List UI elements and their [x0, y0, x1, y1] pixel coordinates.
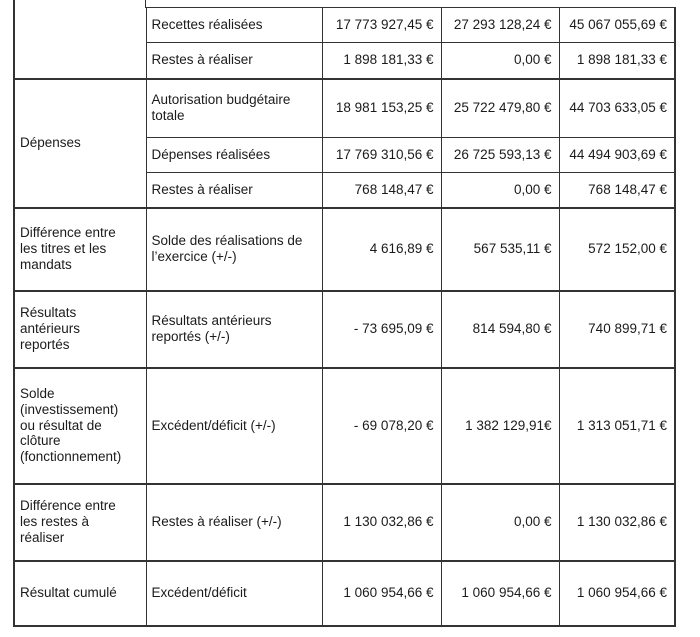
row-label: Excédent/déficit	[145, 559, 323, 627]
amount-cell: 27 293 128,24 €	[440, 7, 560, 43]
amount-cell: 45 067 055,69 €	[558, 7, 676, 43]
amount-cell: 1 898 181,33 €	[321, 42, 442, 79]
amount-cell: 25 722 479,80 €	[440, 77, 560, 138]
amount-cell: 1 382 129,91€	[440, 366, 560, 484]
amount-cell: 1 130 032,86 €	[321, 482, 442, 561]
cropped-cell-left-border	[13, 0, 15, 8]
amount-cell: 0,00 €	[440, 42, 560, 79]
amount-cell: 567 535,11 €	[440, 206, 560, 291]
amount-cell: 1 060 954,66 €	[440, 559, 560, 627]
row-label: Restes à réaliser	[145, 172, 323, 208]
row-group-label: Différence entre les restes à réaliser	[13, 482, 147, 561]
amount-cell: 0,00 €	[440, 482, 560, 561]
budget-results-table: Recettes réalisées 17 773 927,45 € 27 29…	[13, 7, 676, 627]
table-row: Recettes réalisées 17 773 927,45 € 27 29…	[13, 7, 676, 79]
row-label: Autorisation budgétaire totale	[145, 77, 323, 138]
amount-cell: 1 313 051,71 €	[558, 366, 676, 484]
amount-cell: - 69 078,20 €	[321, 366, 442, 484]
table-row: Restes à réaliser 1 898 181,33 € 0,00 € …	[14, 42, 676, 79]
amount-cell: 768 148,47 €	[321, 172, 442, 208]
table-row: Résultats antérieurs reportés Résultats …	[13, 289, 676, 368]
row-group-label: Différence entre les titres et les manda…	[13, 206, 147, 291]
row-group-label: Solde (investissement) ou résultat de cl…	[13, 366, 147, 484]
amount-cell: 740 899,71 €	[558, 289, 676, 368]
amount-cell: 1 130 032,86 €	[558, 482, 676, 561]
amount-cell: 768 148,47 €	[558, 172, 676, 208]
row-label: Dépenses réalisées	[145, 137, 323, 173]
amount-cell: 17 773 927,45 €	[321, 7, 442, 43]
row-group-label: Résultats antérieurs reportés	[13, 289, 147, 368]
row-label: Restes à réaliser (+/-)	[145, 482, 323, 561]
amount-cell: 1 060 954,66 €	[558, 559, 676, 627]
row-label: Résultats antérieurs reportés (+/-)	[145, 289, 323, 368]
row-label: Excédent/déficit (+/-)	[145, 366, 323, 484]
table-row: Restes à réaliser 768 148,47 € 0,00 € 76…	[14, 172, 676, 208]
row-label: Recettes réalisées	[145, 7, 323, 43]
amount-cell: 44 703 633,05 €	[558, 77, 676, 138]
amount-cell: 814 594,80 €	[440, 289, 560, 368]
row-label: Restes à réaliser	[145, 42, 323, 79]
row-group-label: Dépenses	[13, 77, 147, 208]
table-row: Dépenses réalisées 17 769 310,56 € 26 72…	[14, 137, 676, 173]
amount-cell: 4 616,89 €	[321, 206, 442, 291]
amount-cell: 1 898 181,33 €	[558, 42, 676, 79]
cropped-cell-right-border	[145, 0, 146, 8]
table-row: Dépenses Autorisation budgétaire totale …	[13, 77, 676, 208]
table-row: Différence entre les restes à réaliser R…	[13, 482, 676, 561]
budget-results-table-wrapper: Recettes réalisées 17 773 927,45 € 27 29…	[13, 7, 676, 627]
row-group-label: Résultat cumulé	[13, 559, 147, 627]
table-row: Différence entre les titres et les manda…	[13, 206, 676, 291]
table-row: Solde (investissement) ou résultat de cl…	[13, 366, 676, 484]
amount-cell: 44 494 903,69 €	[558, 137, 676, 173]
amount-cell: 26 725 593,13 €	[440, 137, 560, 173]
row-label: Solde des réalisations de l’exercice (+/…	[145, 206, 323, 291]
amount-cell: - 73 695,09 €	[321, 289, 442, 368]
amount-cell: 18 981 153,25 €	[321, 77, 442, 138]
table-row: Résultat cumulé Excédent/déficit 1 060 9…	[13, 559, 676, 627]
amount-cell: 572 152,00 €	[558, 206, 676, 291]
amount-cell: 1 060 954,66 €	[321, 559, 442, 627]
amount-cell: 17 769 310,56 €	[321, 137, 442, 173]
row-group-label	[13, 7, 147, 79]
amount-cell: 0,00 €	[440, 172, 560, 208]
